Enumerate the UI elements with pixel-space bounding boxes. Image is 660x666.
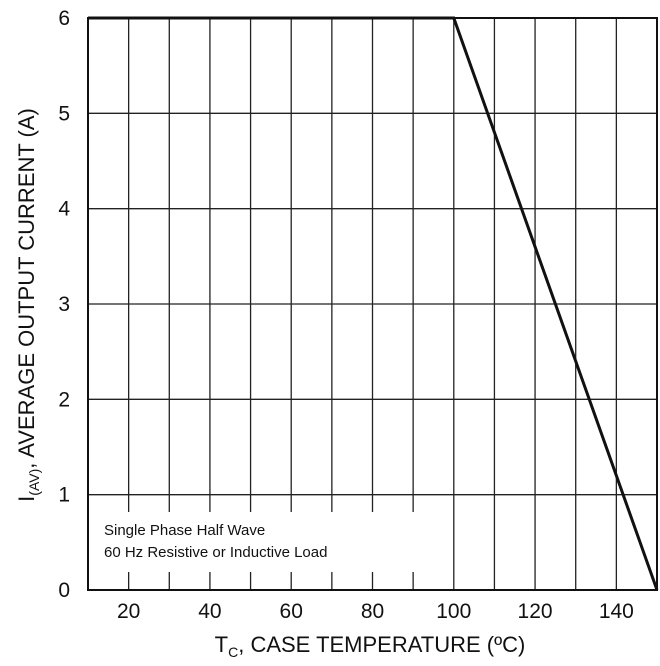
y-tick-label: 4 bbox=[58, 198, 70, 221]
plot-frame bbox=[87, 17, 658, 591]
x-tick-label: 20 bbox=[117, 600, 140, 623]
annotation-line-1: Single Phase Half Wave bbox=[104, 522, 265, 539]
grid bbox=[88, 18, 657, 590]
x-tick-label: 100 bbox=[436, 600, 471, 623]
x-tick-label: 40 bbox=[198, 600, 221, 623]
y-tick-label: 6 bbox=[58, 7, 70, 30]
annotation-line-2: 60 Hz Resistive or Inductive Load bbox=[104, 544, 327, 561]
y-axis-label: I(AV), AVERAGE OUTPUT CURRENT (A) bbox=[14, 108, 42, 502]
y-tick-label: 2 bbox=[58, 388, 70, 411]
x-tick-label: 140 bbox=[599, 600, 634, 623]
annotation-box: Single Phase Half Wave 60 Hz Resistive o… bbox=[90, 512, 430, 572]
x-tick-label: 60 bbox=[280, 600, 303, 623]
x-tick-label: 120 bbox=[518, 600, 553, 623]
y-tick-label: 0 bbox=[58, 579, 70, 602]
x-tick-label: 80 bbox=[361, 600, 384, 623]
y-tick-label: 5 bbox=[58, 102, 70, 125]
y-tick-labels: 0 1 2 3 4 5 6 bbox=[58, 7, 70, 602]
y-tick-label: 1 bbox=[58, 484, 70, 507]
x-axis-label: TC, CASE TEMPERATURE (ºC) bbox=[215, 632, 526, 660]
x-tick-labels: 20 40 60 80 100 120 140 bbox=[117, 600, 634, 623]
y-tick-label: 3 bbox=[58, 293, 70, 316]
